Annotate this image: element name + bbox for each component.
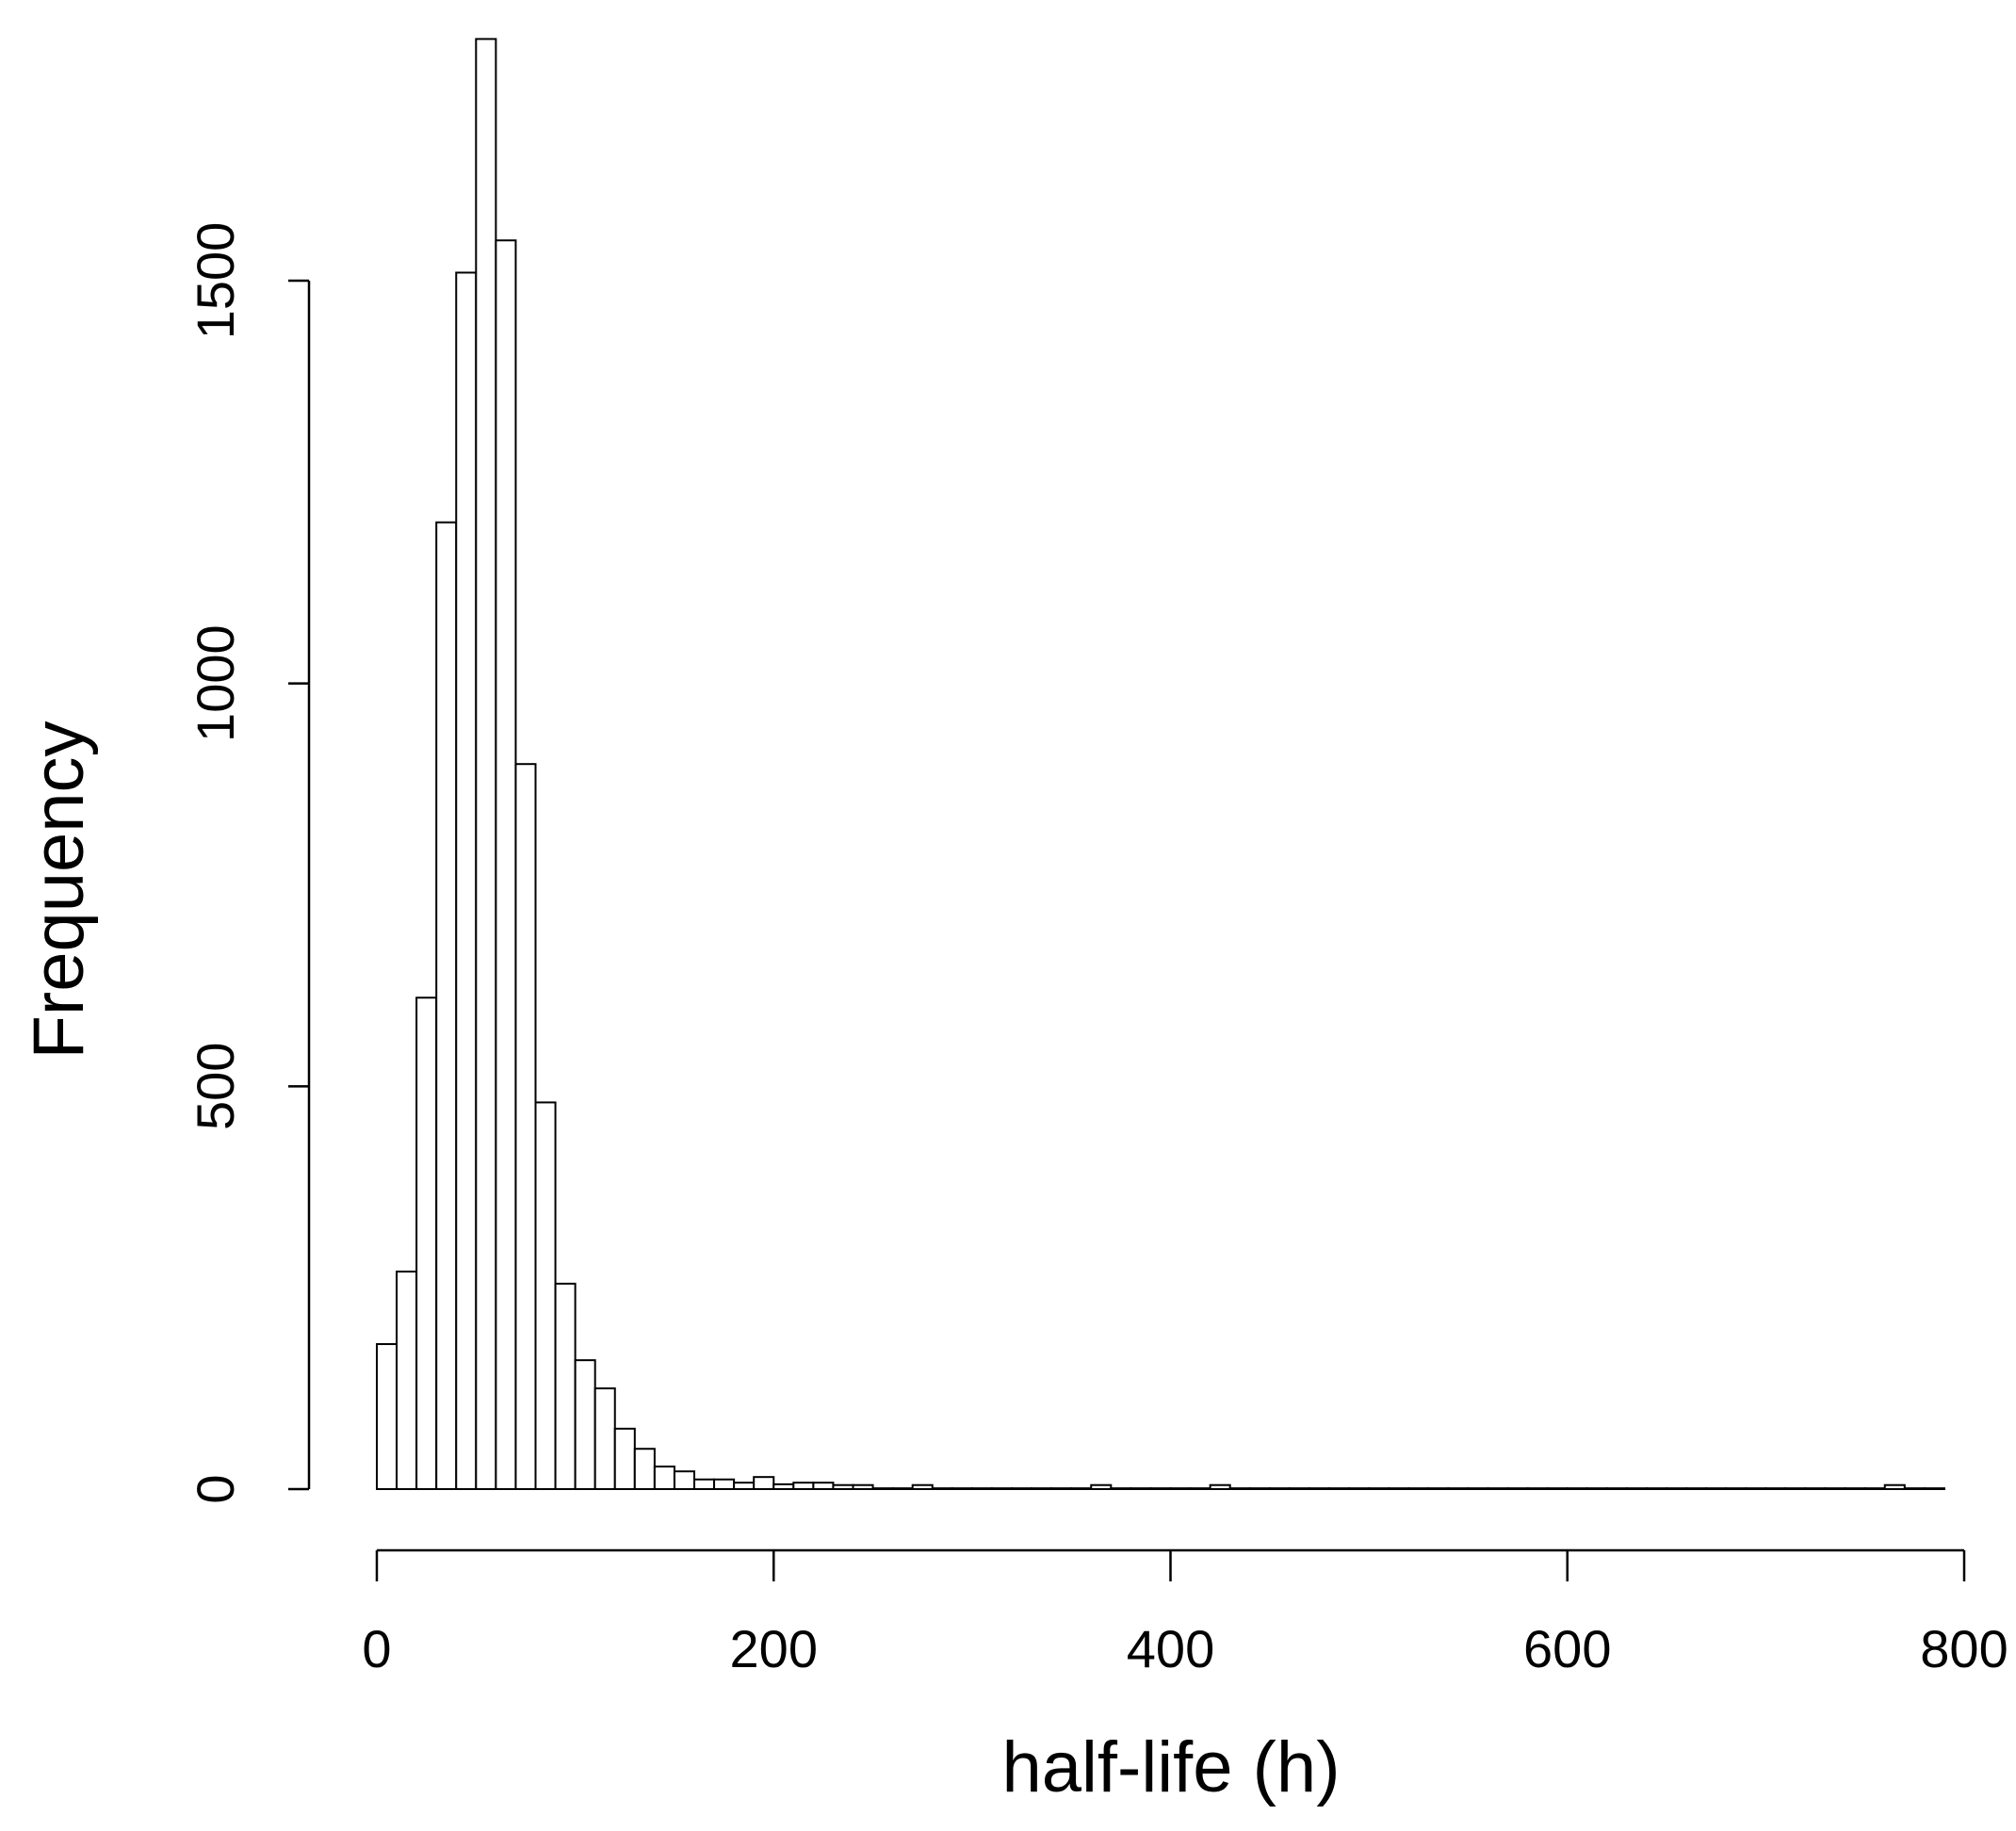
histogram-bar [1863, 1487, 1886, 1491]
histogram-bar [1050, 1487, 1073, 1491]
y-axis-title: Frequency [19, 721, 99, 1059]
histogram-bar [1685, 1487, 1708, 1491]
histogram-bar [1506, 1487, 1529, 1491]
x-axis-title: half-life (h) [1002, 1727, 1341, 1807]
histogram-bar [1368, 1487, 1390, 1491]
x-tick-label: 600 [1523, 1619, 1611, 1678]
y-tick-label: 500 [186, 1043, 245, 1130]
histogram-bar [1090, 1483, 1113, 1490]
histogram-bar [951, 1487, 973, 1491]
histogram-bar [871, 1487, 894, 1491]
histogram-bar [495, 239, 517, 1491]
x-axis: 0 200 400 600 800 [362, 1548, 2008, 1678]
histogram-bar [1804, 1487, 1827, 1491]
histogram-bar [1585, 1487, 1608, 1491]
histogram-bar [1646, 1487, 1668, 1491]
histogram-bar [593, 1387, 616, 1490]
histogram-bar [832, 1483, 854, 1490]
histogram-bar [475, 38, 497, 1490]
histogram-bar [1427, 1487, 1450, 1491]
x-tick-label: 200 [730, 1619, 818, 1678]
histogram-bar [970, 1487, 993, 1491]
histogram-bar [613, 1427, 636, 1490]
histogram-bar [1487, 1487, 1509, 1491]
histogram-bar [1189, 1487, 1211, 1491]
histogram-bar [772, 1483, 795, 1490]
histogram-bar [1764, 1487, 1787, 1491]
x-tick-label: 800 [1920, 1619, 2008, 1678]
histogram-bar [653, 1466, 675, 1491]
histogram-bar [1011, 1487, 1033, 1491]
histogram-bar [1666, 1487, 1688, 1491]
histogram-bar [376, 1343, 398, 1491]
histogram-bar [812, 1482, 835, 1491]
histogram-bar [1526, 1487, 1549, 1491]
histogram-bar [1745, 1487, 1767, 1491]
histogram-bar [1844, 1487, 1866, 1491]
histogram-bar [1625, 1487, 1648, 1491]
histogram-bar [673, 1470, 696, 1491]
histogram-bar [931, 1487, 953, 1491]
histogram-bar [435, 521, 458, 1490]
histogram-bar [1248, 1487, 1271, 1491]
histogram-bar [633, 1448, 656, 1490]
histogram-bar [792, 1482, 815, 1491]
histogram-bar [1070, 1487, 1093, 1491]
histogram-bar [1149, 1487, 1172, 1491]
histogram-bar [574, 1359, 596, 1491]
histogram-bar [1407, 1487, 1430, 1491]
histogram-bar [514, 763, 537, 1490]
histogram-bar [415, 997, 438, 1490]
histogram-bar [1883, 1483, 1906, 1490]
histogram-bar [1824, 1487, 1846, 1491]
histogram-bar [990, 1487, 1013, 1491]
y-tick-label: 1500 [186, 222, 245, 340]
histogram-bar [554, 1282, 577, 1491]
histogram-bar [891, 1487, 914, 1491]
histogram-bar [1705, 1487, 1728, 1491]
x-tick-label: 0 [362, 1619, 391, 1678]
histogram-bar [1903, 1487, 1926, 1491]
y-tick-label: 0 [186, 1474, 245, 1503]
histogram-bar [1546, 1487, 1569, 1491]
histogram-bar [1388, 1487, 1410, 1491]
histogram-bar [693, 1478, 716, 1490]
histogram-bar [1288, 1487, 1310, 1491]
histogram-bar [1348, 1487, 1371, 1491]
histogram-bar [1328, 1487, 1351, 1491]
histogram-bar [1031, 1487, 1053, 1491]
histogram-bar [1467, 1487, 1489, 1491]
histogram-bar [1447, 1487, 1470, 1491]
y-tick-label: 1000 [186, 624, 245, 742]
histogram-bar [455, 271, 478, 1491]
x-tick-label: 400 [1127, 1619, 1214, 1678]
histogram-bar [1228, 1487, 1251, 1491]
histogram-bar [1605, 1487, 1628, 1491]
histogram-bar [713, 1478, 736, 1490]
histogram-bar [1169, 1487, 1192, 1491]
histogram-bar [733, 1482, 756, 1491]
histogram-bar [1725, 1487, 1748, 1491]
histogram-bar [1566, 1487, 1588, 1491]
histogram-bar [753, 1476, 775, 1491]
histogram-bar [1130, 1487, 1152, 1491]
histogram-bar [911, 1483, 934, 1490]
histogram-bar [852, 1483, 874, 1490]
histogram-bar [1209, 1483, 1231, 1490]
histogram-bar [1308, 1487, 1330, 1491]
histogram-bars [376, 38, 1945, 1491]
histogram-bar [1268, 1487, 1291, 1491]
histogram-bar [1923, 1487, 1945, 1491]
histogram-bar [534, 1101, 557, 1490]
histogram-bar [1110, 1487, 1132, 1491]
histogram-bar [1784, 1487, 1807, 1491]
histogram-bar [396, 1271, 418, 1491]
y-axis: 0 500 1000 1500 [186, 222, 311, 1504]
